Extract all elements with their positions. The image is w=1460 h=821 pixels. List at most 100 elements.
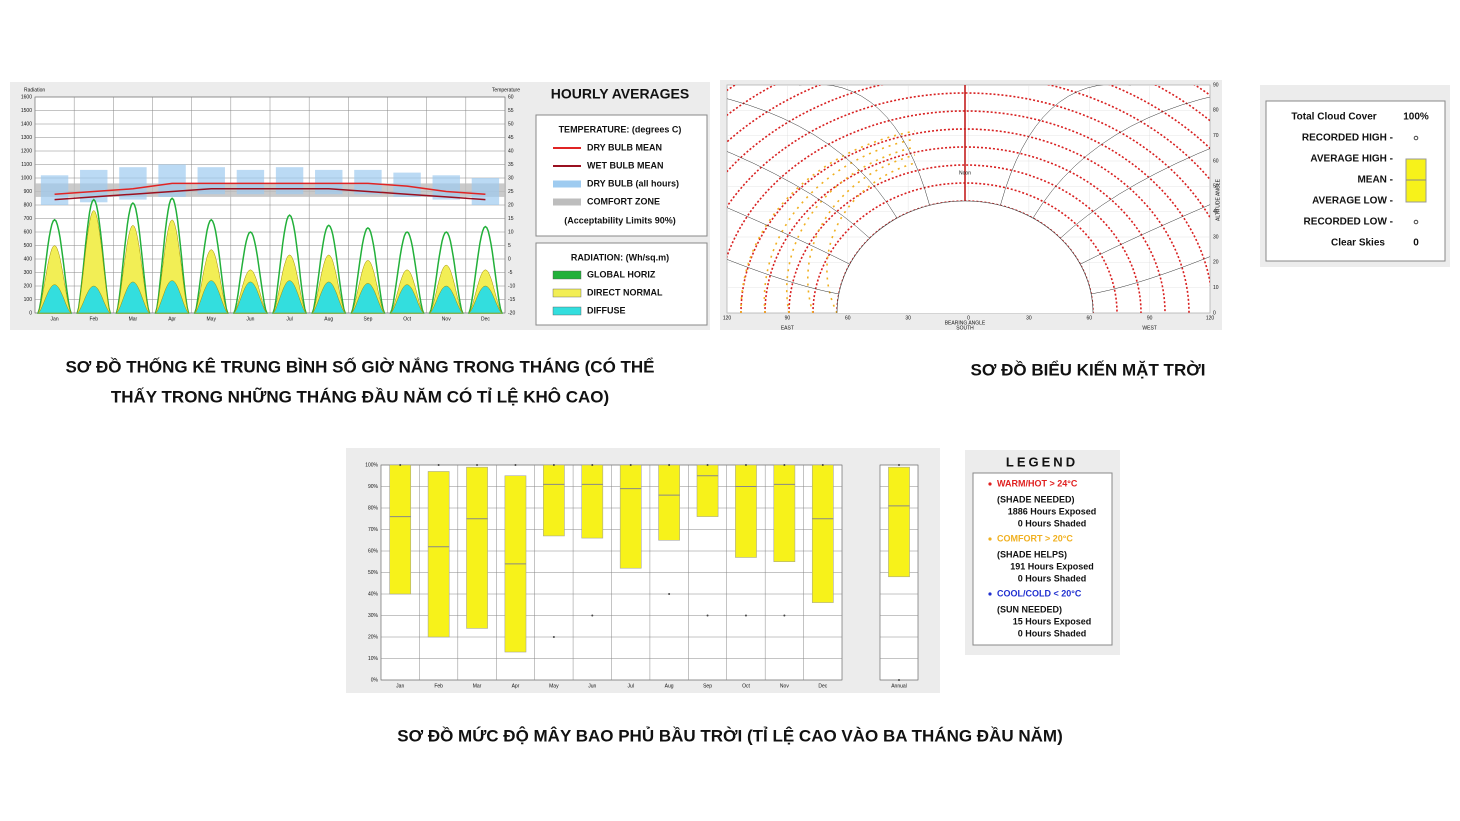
recorded-dot — [898, 464, 900, 466]
recorded-dot — [783, 464, 786, 466]
y2-tick-label: 35 — [508, 162, 514, 168]
x-tick-label: Jul — [628, 683, 634, 689]
radiation-area — [272, 280, 307, 314]
y-tick-label: 90 — [1213, 82, 1219, 88]
x-tick-label: Jan — [51, 316, 59, 322]
recorded-dot — [783, 614, 786, 617]
recorded-dot — [552, 464, 555, 466]
x-axis-title: BEARING ANGLE — [945, 320, 986, 326]
y2-tick-label: -5 — [508, 270, 513, 276]
y-tick-label: 90% — [368, 484, 379, 490]
y2-axis-title: Temperature — [492, 87, 520, 93]
x-tick-label: 60 — [1086, 315, 1092, 321]
radiation-area — [115, 281, 150, 314]
x-tick-label: Jul — [286, 316, 292, 322]
dry-bulb-range — [471, 178, 500, 205]
y2-tick-label: 30 — [508, 175, 514, 181]
y2-tick-label: 5 — [508, 243, 511, 249]
y-tick-label: 20% — [368, 634, 379, 640]
y-tick-label: 500 — [24, 243, 33, 249]
radiation-area — [350, 283, 386, 314]
legend-dot — [988, 592, 992, 596]
legend-swatch — [552, 270, 582, 280]
caption: THẤY TRONG NHỮNG THÁNG ĐẦU NĂM CÓ TỈ LỆ … — [111, 386, 609, 406]
direction-label: SOUTH — [956, 325, 974, 331]
y-tick-label: 100 — [24, 297, 33, 303]
key-title: Total Cloud Cover — [1291, 112, 1376, 123]
range-bar — [658, 464, 680, 541]
legend-swatch — [552, 288, 582, 298]
key-label: AVERAGE HIGH - — [1310, 154, 1393, 165]
y-tick-label: 1300 — [21, 135, 32, 141]
x-tick-label: Feb — [434, 683, 443, 689]
caption: SƠ ĐỒ THỐNG KÊ TRUNG BÌNH SỐ GIỜ NẮNG TR… — [65, 356, 654, 376]
x-tick-label: Feb — [89, 316, 98, 322]
x-tick-label: May — [207, 316, 217, 322]
key-label: MEAN - — [1357, 175, 1393, 186]
sun-path-comfort — [740, 130, 916, 313]
legend-detail: 0 Hours Shaded — [1018, 518, 1087, 528]
x-tick-label: 90 — [785, 315, 791, 321]
x-tick-label: 30 — [905, 315, 911, 321]
recorded-dot — [514, 464, 517, 466]
y2-tick-label: 15 — [508, 216, 514, 222]
radiation-area — [116, 224, 150, 314]
y2-tick-label: -15 — [508, 297, 515, 303]
dry-bulb-range — [315, 169, 343, 195]
key-top: 100% — [1403, 112, 1429, 123]
recorded-dot — [898, 679, 900, 681]
hour-line — [727, 259, 839, 295]
dry-bulb-range — [40, 175, 69, 205]
y-tick-label: 30% — [368, 613, 379, 619]
x-tick-label: 120 — [1206, 315, 1215, 321]
temperature-line — [54, 188, 486, 201]
recorded-dot — [552, 636, 555, 638]
range-bar — [696, 464, 719, 517]
legend-title: LEGEND — [1006, 454, 1078, 469]
key-label: RECORDED HIGH - — [1302, 133, 1393, 144]
recorded-dot — [668, 464, 671, 466]
key-bottom: 0 — [1413, 238, 1419, 249]
radiation-area — [233, 281, 268, 314]
x-tick-label: Nov — [780, 683, 789, 689]
y2-tick-label: 50 — [508, 121, 514, 127]
sun-path-comfort — [786, 146, 916, 313]
legend-heading: TEMPERATURE: (degrees C) — [559, 124, 682, 134]
legend-box — [535, 114, 708, 237]
range-bar — [543, 464, 565, 537]
y-tick-label: 300 — [24, 270, 33, 276]
y2-tick-label: 10 — [508, 229, 514, 235]
y-tick-label: 100% — [365, 462, 378, 468]
radiation-area — [37, 284, 72, 314]
x-tick-label: 90 — [1147, 315, 1153, 321]
range-bar — [581, 464, 604, 539]
hour-line — [1091, 256, 1210, 295]
radiation-area — [389, 284, 425, 314]
y2-tick-label: 55 — [508, 108, 514, 114]
x-tick-label: Mar — [473, 683, 482, 689]
hour-line — [727, 207, 850, 265]
legend-detail: 0 Hours Shaded — [1018, 628, 1087, 638]
legend-dot — [988, 537, 992, 541]
y-tick-label: 70% — [368, 527, 379, 533]
y2-tick-label: 60 — [508, 94, 514, 100]
legend-label: DIRECT NORMAL — [587, 287, 663, 297]
key-dot — [1413, 135, 1419, 141]
legend-label: DIFFUSE — [587, 305, 626, 315]
y-tick-label: 1000 — [21, 175, 32, 181]
y-tick-label: 10 — [1213, 285, 1219, 291]
y-tick-label: 20 — [1213, 260, 1219, 266]
recorded-dot — [476, 464, 479, 466]
hour-line — [1060, 148, 1210, 239]
y-tick-label: 1100 — [21, 162, 32, 168]
y-axis-title: Radiation — [24, 87, 45, 93]
recorded-dot — [437, 464, 440, 466]
recorded-dot — [706, 614, 709, 617]
range-bar — [735, 464, 757, 558]
legend-detail: 15 Hours Exposed — [1013, 616, 1092, 626]
x-tick-label: Aug — [324, 316, 333, 322]
y2-tick-label: -20 — [508, 310, 515, 316]
x-tick-label: 30 — [1026, 315, 1032, 321]
